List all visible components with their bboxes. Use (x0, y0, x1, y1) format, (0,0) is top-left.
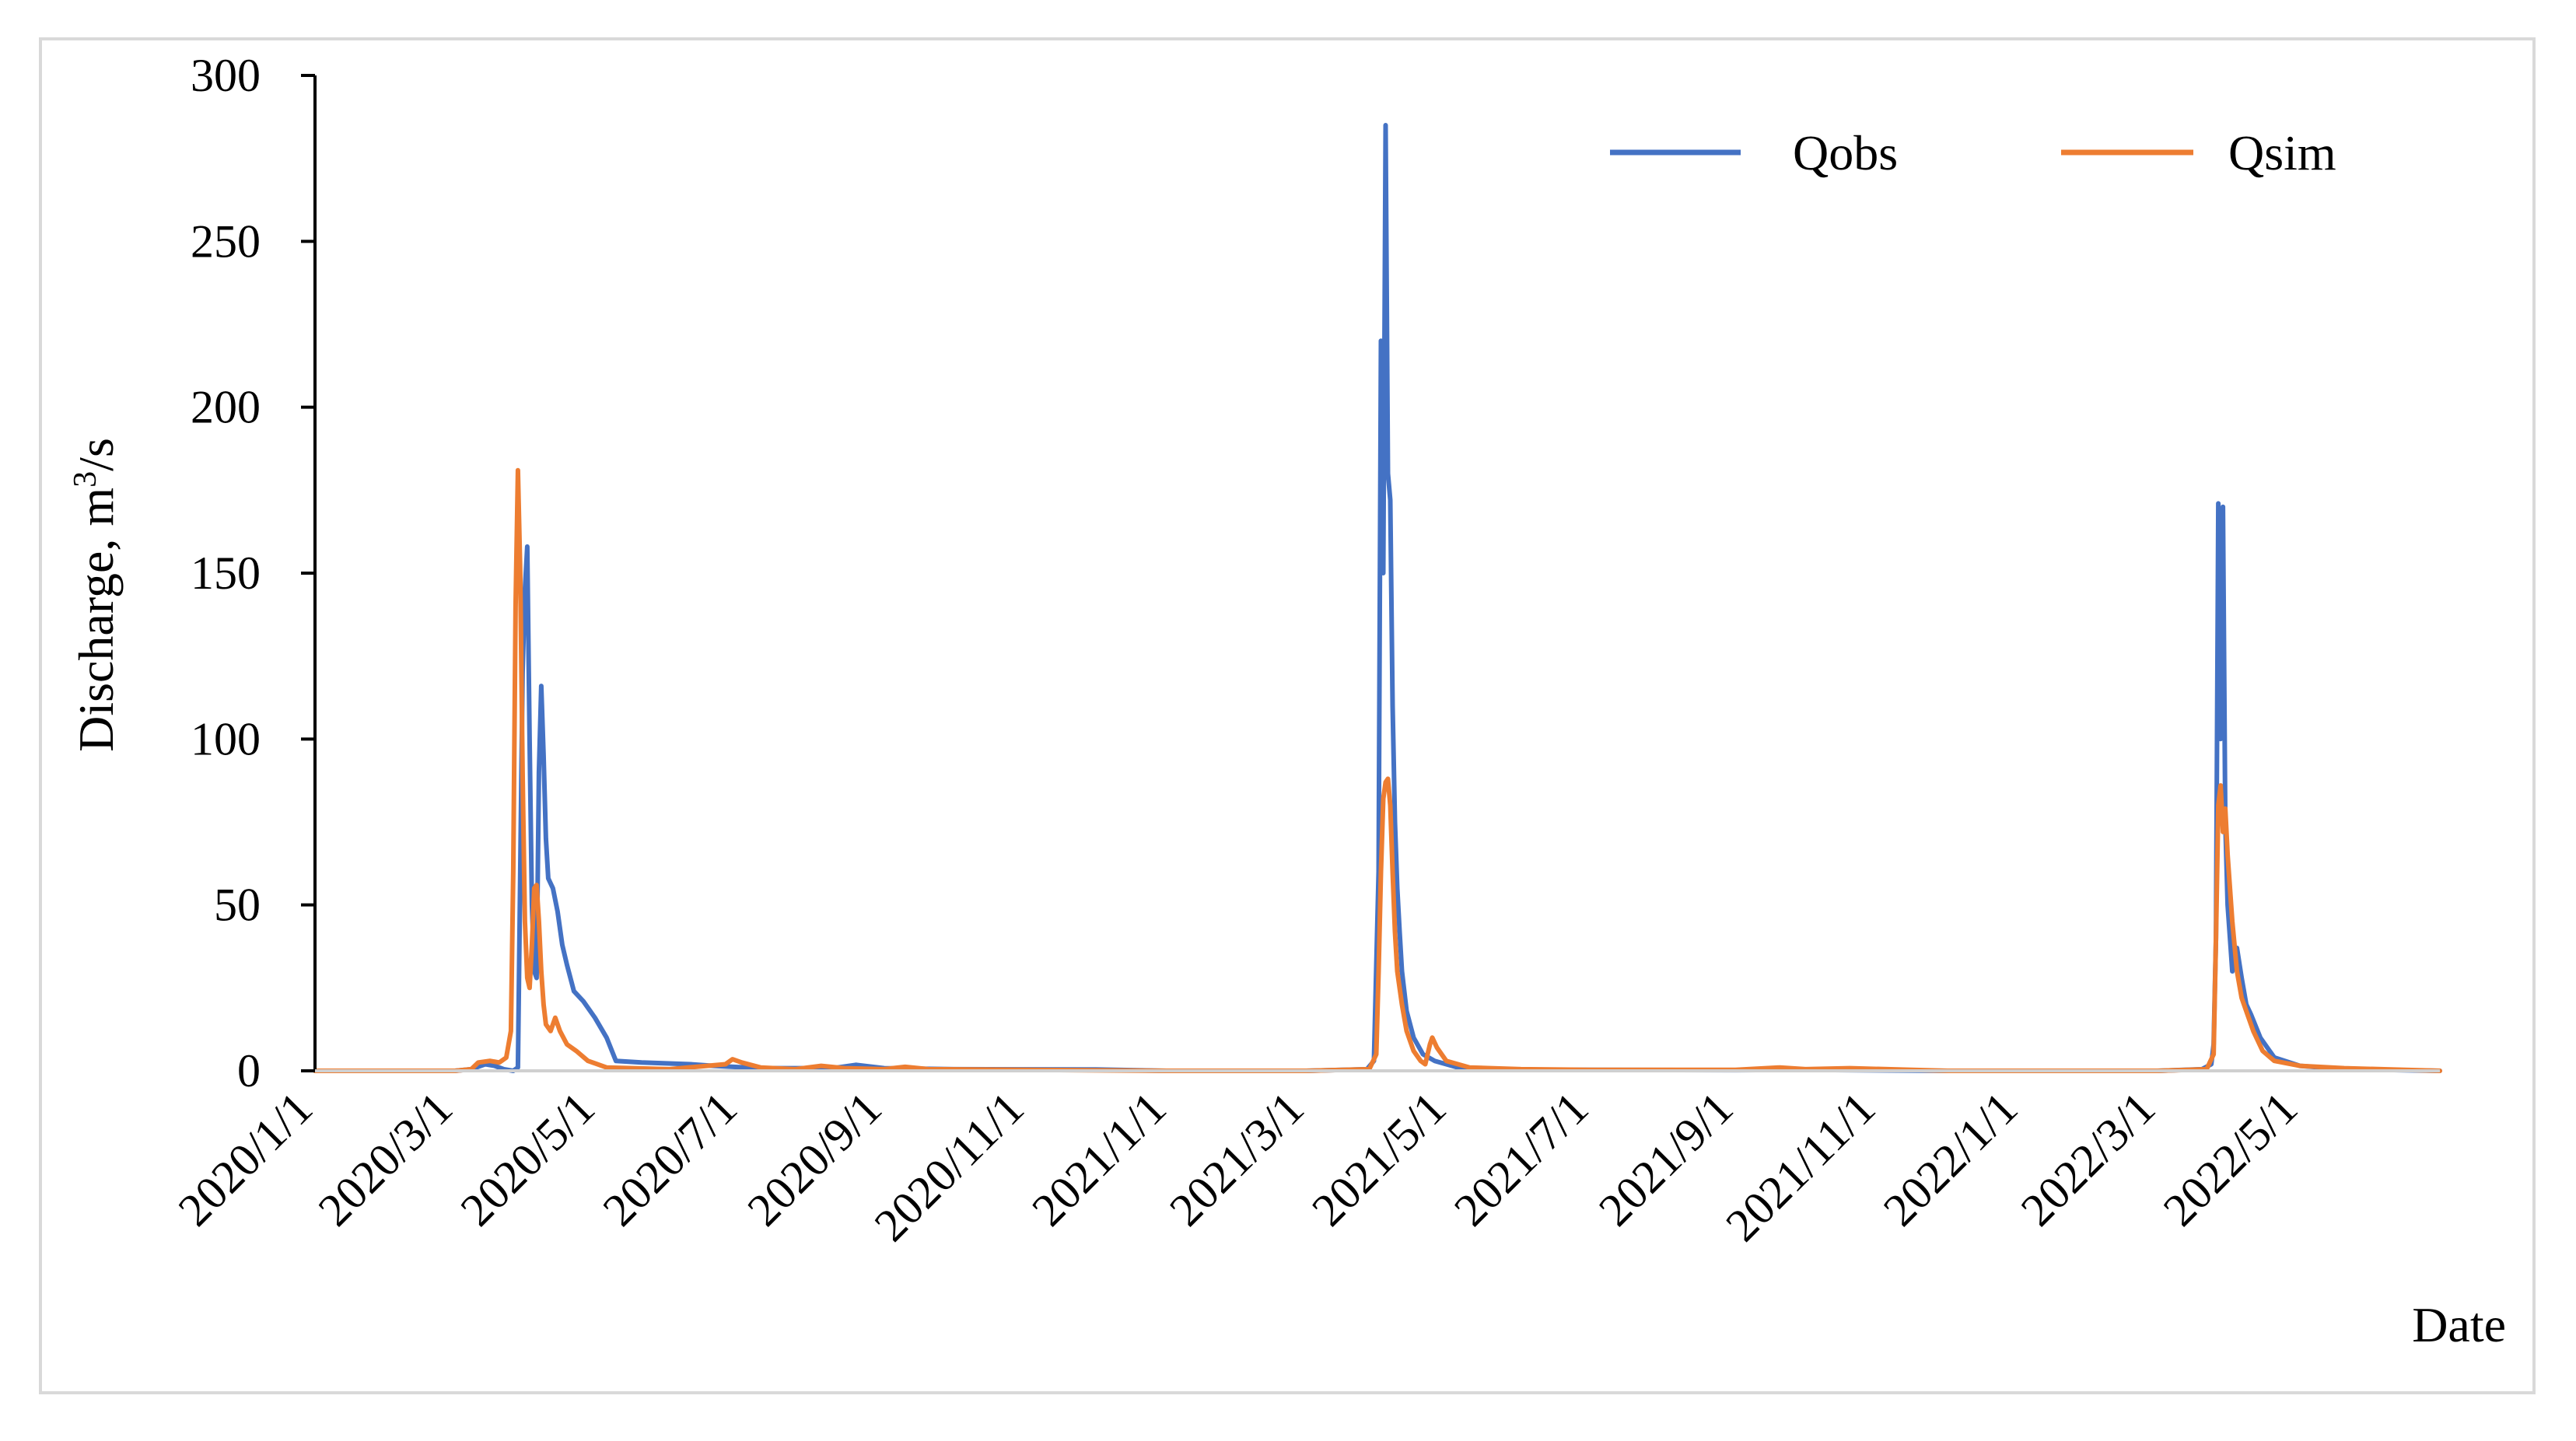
y-tick-label: 0 (237, 1045, 261, 1096)
y-axis-title-main: Discharge, m (68, 488, 124, 752)
x-tick-label: 2021/1/1 (1022, 1082, 1176, 1236)
y-axis-title-tail: /s (68, 438, 124, 471)
legend-label-qobs: Qobs (1793, 125, 1898, 180)
x-tick-label: 2021/5/1 (1302, 1082, 1456, 1236)
y-tick-label: 200 (191, 382, 261, 433)
x-tick-label: 2020/7/1 (593, 1082, 747, 1236)
series-layer (313, 123, 2442, 1073)
legend-label-qsim: Qsim (2228, 125, 2336, 180)
x-tick-label: 2021/3/1 (1160, 1082, 1314, 1236)
legend: Qobs Qsim (1610, 125, 2336, 180)
x-tick-label: 2022/1/1 (1874, 1082, 2028, 1236)
x-tick-label: 2022/3/1 (2011, 1082, 2165, 1236)
y-tick-label: 100 (191, 713, 261, 764)
x-tick-label: 2020/3/1 (309, 1082, 463, 1236)
x-axis-title: Date (2412, 1297, 2506, 1352)
y-tick-label: 250 (191, 215, 261, 267)
x-tick-label: 2021/7/1 (1444, 1082, 1598, 1236)
x-tick-label: 2022/5/1 (2154, 1082, 2308, 1236)
chart-frame (39, 37, 2536, 1394)
x-tick-label: 2020/11/1 (865, 1082, 1034, 1251)
y-tick-label: 150 (191, 547, 261, 599)
x-tick-label: 2020/5/1 (451, 1082, 605, 1236)
y-tick-label: 50 (214, 880, 261, 931)
series-line-qsim (313, 467, 2442, 1073)
x-tick-label: 2020/1/1 (169, 1082, 323, 1236)
x-tick-label: 2021/11/1 (1716, 1082, 1885, 1251)
y-axis-title-superscript: 3 (68, 471, 103, 488)
y-axis-title: Discharge, m3/s (68, 438, 124, 752)
y-tick-label: 300 (191, 50, 261, 101)
